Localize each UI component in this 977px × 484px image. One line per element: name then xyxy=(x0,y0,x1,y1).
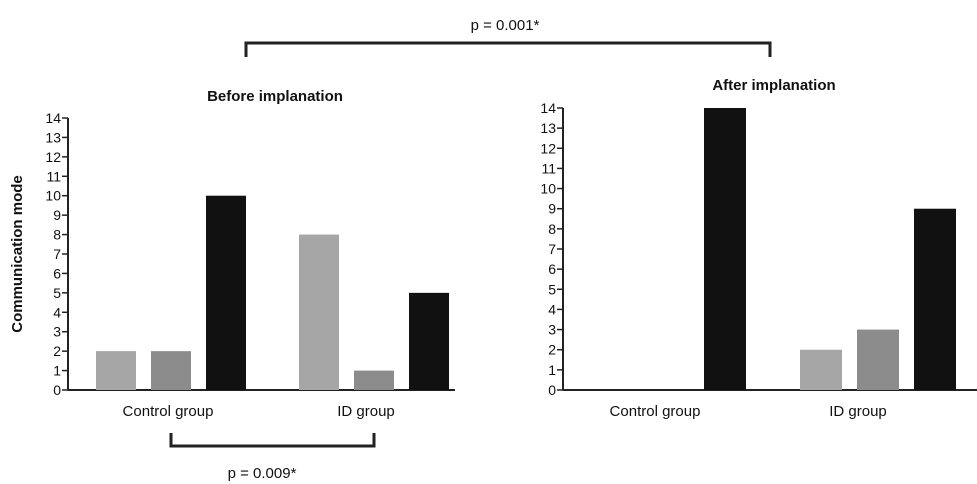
x-category-label: ID group xyxy=(337,403,395,420)
y-tick-label: 9 xyxy=(548,201,556,217)
y-tick-label: 7 xyxy=(53,246,61,262)
bar xyxy=(800,349,842,390)
y-tick-label: 9 xyxy=(53,207,61,223)
y-tick-label: 14 xyxy=(45,110,61,126)
y-tick-label: 0 xyxy=(548,382,556,398)
chart-after-implantation: After implanation01234567891011121314Con… xyxy=(540,77,977,420)
y-tick-label: 6 xyxy=(548,261,556,277)
chart-before-implantation: Before implanation01234567891011121314Co… xyxy=(45,88,455,420)
y-tick-label: 4 xyxy=(548,301,556,317)
y-tick-label: 10 xyxy=(45,188,61,204)
chart-title: After implanation xyxy=(712,77,835,94)
y-tick-label: 12 xyxy=(540,140,556,156)
y-tick-label: 3 xyxy=(53,324,61,340)
y-tick-label: 5 xyxy=(53,285,61,301)
top-p-value: p = 0.001* xyxy=(471,17,540,34)
y-tick-label: 12 xyxy=(45,149,61,165)
y-tick-label: 6 xyxy=(53,265,61,281)
x-category-label: Control group xyxy=(123,403,214,420)
bottom-p-value: p = 0.009* xyxy=(228,465,297,482)
y-tick-label: 13 xyxy=(540,120,556,136)
bottom-significance-bracket xyxy=(169,433,376,448)
y-tick-label: 14 xyxy=(540,100,556,116)
y-tick-label: 3 xyxy=(548,322,556,338)
bar xyxy=(299,234,339,390)
y-tick-label: 1 xyxy=(53,363,61,379)
bar xyxy=(151,351,191,390)
y-axis-label: Communication mode xyxy=(9,175,26,333)
bar xyxy=(96,351,136,390)
y-tick-label: 13 xyxy=(45,129,61,145)
y-tick-label: 5 xyxy=(548,281,556,297)
chart-title: Before implanation xyxy=(207,88,343,105)
x-category-label: Control group xyxy=(610,403,701,420)
y-tick-label: 4 xyxy=(53,304,61,320)
bar xyxy=(857,329,899,390)
y-tick-label: 11 xyxy=(46,168,61,184)
bar xyxy=(704,108,746,390)
y-tick-label: 8 xyxy=(548,221,556,237)
y-tick-label: 0 xyxy=(53,382,61,398)
bar xyxy=(354,370,394,390)
y-tick-label: 8 xyxy=(53,227,61,243)
bar xyxy=(914,208,956,390)
y-tick-label: 7 xyxy=(548,241,556,257)
y-tick-label: 2 xyxy=(548,342,556,358)
y-tick-label: 11 xyxy=(541,160,556,176)
y-tick-label: 10 xyxy=(540,181,556,197)
x-category-label: ID group xyxy=(829,403,887,420)
y-tick-label: 2 xyxy=(53,343,61,359)
y-tick-label: 1 xyxy=(548,362,556,378)
top-significance-bracket xyxy=(244,41,772,57)
bar xyxy=(206,195,246,390)
bar xyxy=(409,292,449,390)
